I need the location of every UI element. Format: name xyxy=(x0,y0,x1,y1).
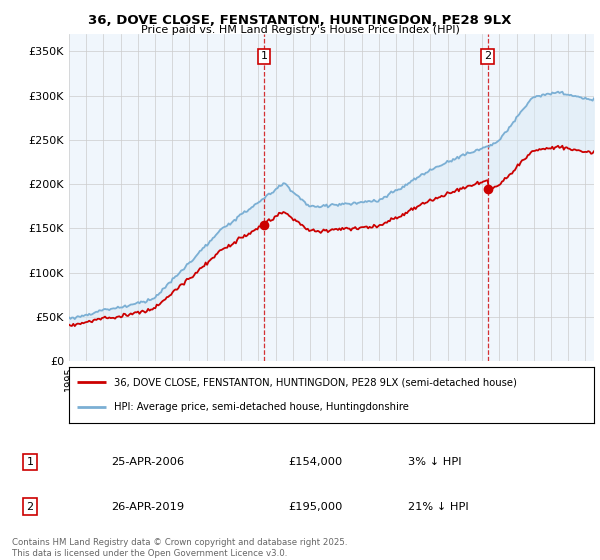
Text: 1: 1 xyxy=(260,52,268,61)
Text: £195,000: £195,000 xyxy=(288,502,343,512)
Text: 21% ↓ HPI: 21% ↓ HPI xyxy=(408,502,469,512)
Text: 3% ↓ HPI: 3% ↓ HPI xyxy=(408,457,461,467)
Text: Contains HM Land Registry data © Crown copyright and database right 2025.
This d: Contains HM Land Registry data © Crown c… xyxy=(12,538,347,558)
Text: 2: 2 xyxy=(26,502,34,512)
Text: 25-APR-2006: 25-APR-2006 xyxy=(111,457,184,467)
Text: 36, DOVE CLOSE, FENSTANTON, HUNTINGDON, PE28 9LX (semi-detached house): 36, DOVE CLOSE, FENSTANTON, HUNTINGDON, … xyxy=(113,377,517,388)
Text: 36, DOVE CLOSE, FENSTANTON, HUNTINGDON, PE28 9LX: 36, DOVE CLOSE, FENSTANTON, HUNTINGDON, … xyxy=(88,14,512,27)
Text: £154,000: £154,000 xyxy=(288,457,342,467)
Text: 1: 1 xyxy=(26,457,34,467)
Text: HPI: Average price, semi-detached house, Huntingdonshire: HPI: Average price, semi-detached house,… xyxy=(113,402,409,412)
Text: 2: 2 xyxy=(484,52,491,61)
Text: 26-APR-2019: 26-APR-2019 xyxy=(111,502,184,512)
Text: Price paid vs. HM Land Registry's House Price Index (HPI): Price paid vs. HM Land Registry's House … xyxy=(140,25,460,35)
